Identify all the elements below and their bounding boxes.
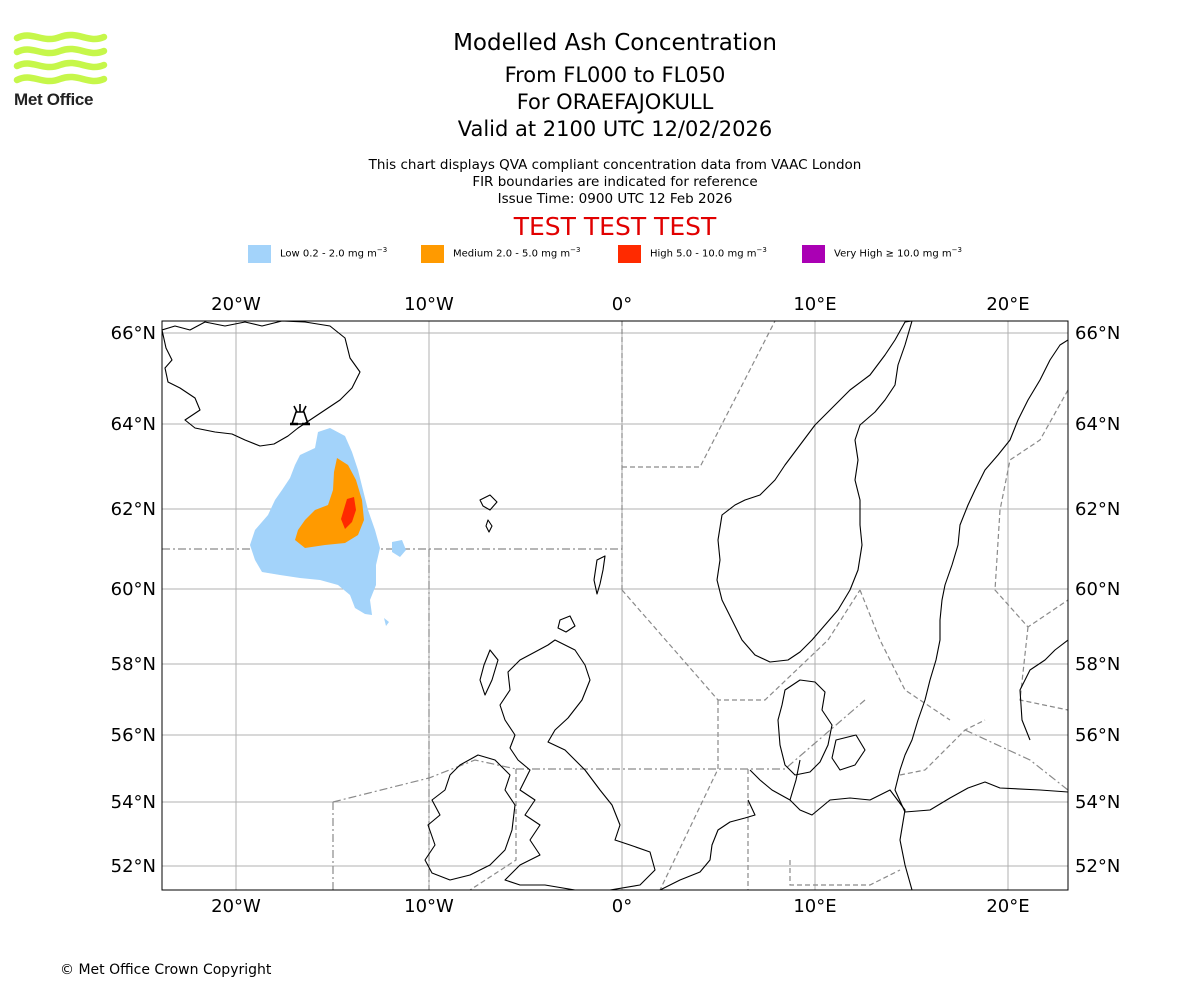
lon-tick-top: 20°W: [211, 294, 261, 315]
coastlines: [162, 321, 1068, 890]
lat-tick-right: 54°N: [1075, 792, 1120, 813]
fir-boundaries: [162, 321, 1068, 890]
lat-tick-right: 62°N: [1075, 499, 1120, 520]
legend-swatch-very-high: [802, 245, 825, 263]
lat-tick-left: 56°N: [111, 725, 156, 746]
top-lon-labels: 20°W 10°W 0° 10°E 20°E: [211, 294, 1029, 315]
map-frame: [161, 320, 1069, 891]
orkney: [557, 615, 576, 633]
lat-tick-left: 64°N: [111, 414, 156, 435]
volcano-icon: [290, 404, 310, 426]
legend-label-high: High 5.0 - 10.0 mg m−3: [650, 246, 767, 260]
lat-tick-right: 60°N: [1075, 579, 1120, 600]
lon-tick-bottom: 10°W: [404, 896, 454, 917]
legend-swatch-low: [248, 245, 271, 263]
sweden-coast: [894, 339, 1068, 813]
valid-time: Valid at 2100 UTC 12/02/2026: [457, 117, 773, 141]
lon-tick-top: 10°E: [793, 294, 836, 315]
legend-label-medium: Medium 2.0 - 5.0 mg m−3: [453, 246, 581, 260]
lon-tick-bottom: 0°: [612, 896, 632, 917]
lat-tick-left: 54°N: [111, 792, 156, 813]
left-lat-labels: 66°N 64°N 62°N 60°N 58°N 56°N 54°N 52°N: [111, 323, 156, 877]
fir-note: FIR boundaries are indicated for referen…: [472, 174, 758, 190]
test-banner: TEST TEST TEST: [513, 212, 717, 241]
legend-label-low: Low 0.2 - 2.0 mg m−3: [280, 246, 388, 260]
data-source-note: This chart displays QVA compliant concen…: [368, 157, 862, 173]
graticule: [162, 321, 1068, 890]
lat-tick-left: 66°N: [111, 323, 156, 344]
ireland: [424, 754, 516, 881]
lon-tick-bottom: 20°E: [986, 896, 1029, 917]
logo-text: Met Office: [14, 90, 94, 109]
shetland: [593, 555, 606, 595]
legend-label-very-high: Very High ≥ 10.0 mg m−3: [834, 246, 962, 260]
jutland-west: [789, 759, 801, 801]
lat-tick-right: 56°N: [1075, 725, 1120, 746]
ash-map: 20°W 10°W 0° 10°E 20°E 20°W 10°W 0° 10°E…: [111, 294, 1121, 917]
chart-title: Modelled Ash Concentration: [453, 30, 777, 56]
lat-tick-right: 52°N: [1075, 856, 1120, 877]
met-office-logo: Met Office: [12, 28, 112, 112]
great-britain: [499, 639, 656, 890]
finland-coast: [1019, 639, 1068, 741]
lon-tick-bottom: 10°E: [793, 896, 836, 917]
right-lat-labels: 66°N 64°N 62°N 60°N 58°N 56°N 54°N 52°N: [1075, 323, 1120, 877]
lat-tick-left: 52°N: [111, 856, 156, 877]
lon-tick-top: 20°E: [986, 294, 1029, 315]
faroe-islands: [479, 494, 498, 533]
logo-waves: [13, 31, 108, 85]
iceland-coast: [162, 321, 361, 447]
lat-tick-left: 58°N: [111, 654, 156, 675]
lat-tick-left: 60°N: [111, 579, 156, 600]
netherlands-belgium-france: [659, 799, 756, 890]
legend-swatch-medium: [421, 245, 444, 263]
bottom-lon-labels: 20°W 10°W 0° 10°E 20°E: [211, 896, 1029, 917]
ash-high-region: [341, 497, 356, 529]
lon-tick-bottom: 20°W: [211, 896, 261, 917]
continental-coast: [749, 769, 913, 890]
copyright-notice: © Met Office Crown Copyright: [60, 962, 272, 978]
lat-tick-right: 58°N: [1075, 654, 1120, 675]
lat-tick-right: 66°N: [1075, 323, 1120, 344]
lat-tick-right: 64°N: [1075, 414, 1120, 435]
issue-time: Issue Time: 0900 UTC 12 Feb 2026: [497, 191, 733, 207]
volcano-name: For ORAEFAJOKULL: [516, 90, 714, 114]
lon-tick-top: 0°: [612, 294, 632, 315]
concentration-legend: Low 0.2 - 2.0 mg m−3 Medium 2.0 - 5.0 mg…: [0, 243, 1200, 263]
outer-hebrides: [479, 649, 499, 696]
ash-cloud: [250, 428, 406, 626]
lon-tick-top: 10°W: [404, 294, 454, 315]
denmark: [777, 679, 866, 776]
flight-level-range: From FL000 to FL050: [504, 63, 726, 87]
lat-tick-left: 62°N: [111, 499, 156, 520]
legend-swatch-high: [618, 245, 641, 263]
norway-coast: [716, 321, 913, 663]
